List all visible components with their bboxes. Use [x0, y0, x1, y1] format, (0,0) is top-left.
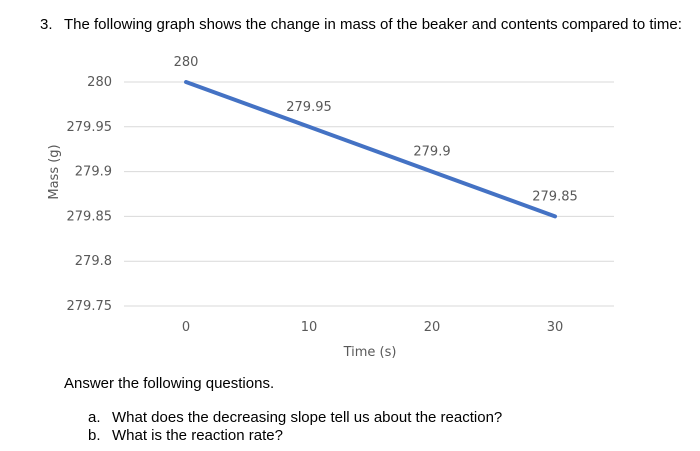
y-tick-label: 279.9 — [75, 165, 112, 180]
data-label: 279.9 — [413, 145, 450, 160]
x-tick-label: 20 — [424, 320, 441, 335]
subquestion-b: b. What is the reaction rate? — [88, 427, 283, 444]
y-tick-label: 279.8 — [75, 254, 112, 269]
x-tick-label: 30 — [547, 320, 564, 335]
x-tick-label: 0 — [182, 320, 190, 335]
subquestion-text: What is the reaction rate? — [112, 427, 283, 444]
subquestion-a: a. What does the decreasing slope tell us… — [88, 409, 502, 426]
subquestion-label: b. — [88, 427, 101, 444]
question-number: 3. — [40, 16, 53, 33]
y-axis-label: Mass (g) — [47, 144, 62, 199]
y-tick-label: 280 — [87, 75, 112, 90]
data-label: 279.85 — [532, 189, 578, 204]
y-tick-label: 279.95 — [67, 120, 113, 135]
y-tick-label: 279.85 — [67, 209, 113, 224]
mass-series-line — [184, 80, 557, 219]
question-text: The following graph shows the change in … — [64, 16, 682, 33]
data-label: 280 — [174, 55, 199, 70]
x-tick-label: 10 — [301, 320, 318, 335]
x-axis-label: Time (s) — [343, 345, 397, 360]
data-label: 279.95 — [286, 100, 332, 115]
subquestion-label: a. — [88, 409, 101, 426]
subquestion-text: What does the decreasing slope tell us a… — [112, 409, 503, 426]
y-tick-label: 279.75 — [67, 299, 113, 314]
instructions-text: Answer the following questions. — [64, 375, 275, 392]
